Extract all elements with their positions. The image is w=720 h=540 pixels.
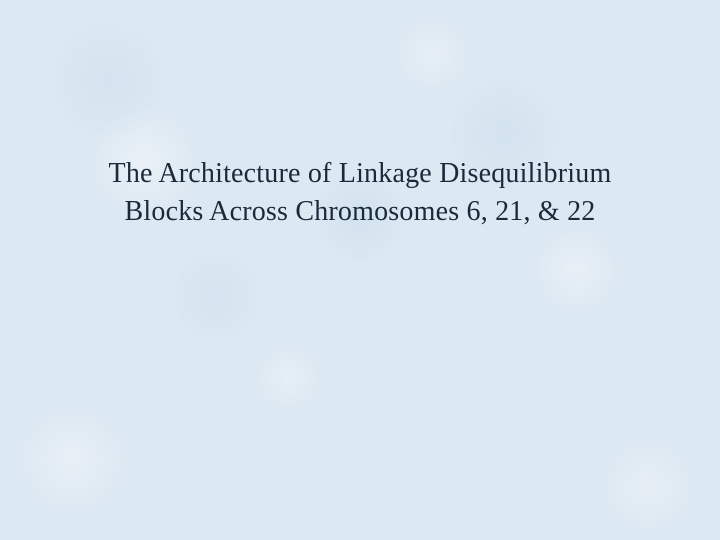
title-line-1: The Architecture of Linkage Disequilibri… bbox=[40, 155, 680, 193]
slide-container: The Architecture of Linkage Disequilibri… bbox=[0, 0, 720, 540]
title-line-2: Blocks Across Chromosomes 6, 21, & 22 bbox=[40, 193, 680, 231]
title-block: The Architecture of Linkage Disequilibri… bbox=[0, 155, 720, 231]
